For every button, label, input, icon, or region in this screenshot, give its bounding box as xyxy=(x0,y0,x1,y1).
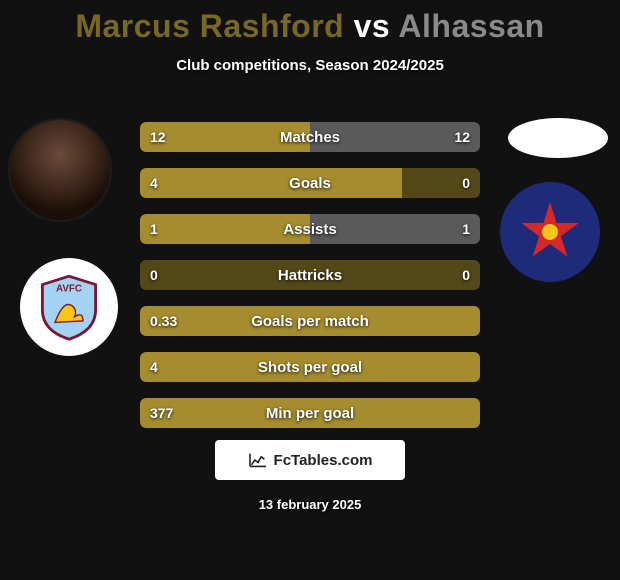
stat-row: 377Min per goal xyxy=(140,398,480,428)
chart-icon xyxy=(248,452,268,468)
avfc-shield-icon: AVFC xyxy=(34,272,104,342)
stat-row: 4Shots per goal xyxy=(140,352,480,382)
stat-value-right: 0 xyxy=(462,260,470,290)
stat-label: Goals xyxy=(140,168,480,198)
stat-label: Goals per match xyxy=(140,306,480,336)
svg-text:AVFC: AVFC xyxy=(56,284,82,295)
stat-label: Assists xyxy=(140,214,480,244)
stat-value-right: 12 xyxy=(454,122,470,152)
stat-rows: 12Matches124Goals01Assists10Hattricks00.… xyxy=(140,122,480,444)
stat-row: 4Goals0 xyxy=(140,168,480,198)
stat-label: Matches xyxy=(140,122,480,152)
stat-label: Min per goal xyxy=(140,398,480,428)
watermark: FcTables.com xyxy=(215,440,405,480)
watermark-text: FcTables.com xyxy=(274,452,373,469)
player2-club-logo xyxy=(500,182,600,282)
stat-row: 0.33Goals per match xyxy=(140,306,480,336)
date-text: 13 february 2025 xyxy=(0,497,620,512)
stat-label: Shots per goal xyxy=(140,352,480,382)
player2-name: Alhassan xyxy=(398,8,544,44)
stat-label: Hattricks xyxy=(140,260,480,290)
stat-value-right: 1 xyxy=(462,214,470,244)
star-icon xyxy=(520,202,580,262)
vs-text: vs xyxy=(354,8,391,44)
player1-photo xyxy=(10,120,110,220)
stat-row: 0Hattricks0 xyxy=(140,260,480,290)
player1-club-logo: AVFC xyxy=(20,258,118,356)
stat-row: 12Matches12 xyxy=(140,122,480,152)
stat-value-right: 0 xyxy=(462,168,470,198)
player1-name: Marcus Rashford xyxy=(75,8,344,44)
subtitle: Club competitions, Season 2024/2025 xyxy=(0,57,620,74)
player2-photo xyxy=(508,118,608,158)
stat-row: 1Assists1 xyxy=(140,214,480,244)
comparison-title: Marcus Rashford vs Alhassan xyxy=(0,0,620,45)
